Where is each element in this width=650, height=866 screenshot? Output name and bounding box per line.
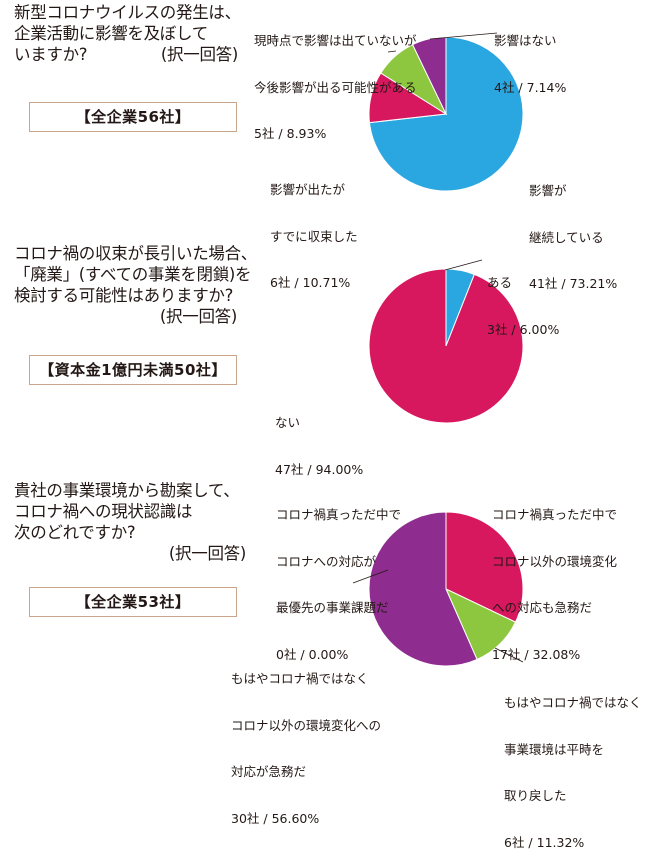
question-2-line-3: 検討する可能性はありますか? [14, 286, 234, 305]
scope-badge-3: 【全企業53社】 [29, 587, 237, 617]
slice-label-1-3: 現時点で影響は出ていないが 今後影響が出る可能性がある 5社 / 8.93% [254, 2, 417, 157]
label-text: への対応も急務だ [492, 600, 593, 615]
slice-label-1-2: 影響が出たが すでに収束した 6社 / 10.71% [270, 151, 358, 306]
label-text: コロナ以外の環境変化 [492, 553, 618, 569]
label-text: コロナ禍真っただ中で [492, 507, 618, 522]
question-3-line-3: 次のどれですか? [14, 523, 136, 542]
question-1-line-2: 企業活動に影響を及ぼして [14, 24, 208, 43]
pie-chart-3 [368, 511, 524, 667]
label-text: もはやコロナ禍ではなく [504, 695, 642, 710]
label-text: すでに収束した [270, 228, 358, 244]
label-text: 47社 / 94.00% [275, 461, 364, 477]
label-text: 継続している [529, 229, 604, 245]
slice-label-1-4: 影響はない 4社 / 7.14% [494, 2, 566, 111]
question-2-line-1: コロナ禍の収束が長引いた場合、 [14, 244, 258, 263]
label-text: 3社 / 6.00% [487, 321, 560, 337]
slice-label-3-2: コロナ禍真っただ中で コロナ以外の環境変化 への対応も急務だ 17社 / 32.… [492, 476, 617, 678]
label-text: 0社 / 0.00% [276, 646, 349, 662]
question-2: コロナ禍の収束が長引いた場合、 「廃業」(すべての事業を閉鎖)を 検討する可能性… [14, 243, 258, 326]
question-3-line-2: コロナ禍への現状認識は [14, 502, 193, 521]
question-3-line-1: 貴社の事業環境から勘案して、 [14, 481, 240, 500]
label-text: ある [487, 275, 513, 290]
label-text: 今後影響が出る可能性がある [254, 79, 417, 95]
label-text: 取り戻した [504, 788, 567, 803]
question-1-line-1: 新型コロナウイルスの発生は、 [14, 3, 241, 22]
label-text: 41社 / 73.21% [529, 276, 618, 291]
scope-badge-2: 【資本金1億円未満50社】 [29, 355, 237, 385]
label-text: 影響が [529, 183, 567, 198]
label-text: 17社 / 32.08% [492, 646, 581, 662]
label-text: 事業環境は平時を [504, 741, 605, 757]
label-text: もはやコロナ禍ではなく [231, 671, 369, 686]
answer-type-note: (択一回答) [159, 307, 237, 326]
answer-type-note: (択一回答) [168, 544, 246, 563]
pie-slice-2 [445, 511, 524, 623]
pie-slice-2 [368, 268, 524, 424]
label-text: 対応が急務だ [231, 764, 307, 779]
question-1-line-3: いますか? [14, 45, 88, 64]
label-text: 影響はない [494, 33, 557, 48]
label-text: 6社 / 11.32% [504, 834, 585, 850]
slice-label-1-1: 影響が 継続している 41社 / 73.21% [529, 152, 617, 307]
label-text: ない [275, 415, 301, 430]
slice-label-3-4: もはやコロナ禍ではなく コロナ以外の環境変化への 対応が急務だ 30社 / 56… [231, 640, 381, 842]
slice-label-2-2: ない 47社 / 94.00% [275, 384, 363, 493]
label-text: 影響が出たが [270, 182, 346, 197]
label-text: 最優先の事業課題だ [276, 600, 389, 615]
label-text: 現時点で影響は出ていないが [254, 33, 417, 48]
slice-label-3-1: コロナ禍真っただ中で コロナへの対応が 最優先の事業課題だ 0社 / 0.00% [276, 476, 401, 678]
label-text: 5社 / 8.93% [254, 126, 327, 141]
pie-chart-2 [368, 268, 524, 424]
pie-chart-1 [368, 36, 524, 192]
label-text: コロナ以外の環境変化への [231, 717, 382, 733]
label-text: コロナへの対応が [276, 553, 377, 569]
pie-slice-4 [368, 511, 478, 667]
label-text: 30社 / 56.60% [231, 810, 320, 826]
label-text: 4社 / 7.14% [494, 79, 567, 95]
scope-badge-1: 【全企業56社】 [29, 102, 237, 132]
slice-label-2-1: ある 3社 / 6.00% [487, 244, 559, 353]
question-1: 新型コロナウイルスの発生は、 企業活動に影響を及ぼして いますか? (択一回答) [14, 2, 241, 65]
question-3: 貴社の事業環境から勘案して、 コロナ禍への現状認識は 次のどれですか? (択一回… [14, 480, 246, 563]
label-text: 6社 / 10.71% [270, 275, 351, 290]
slice-label-3-3: もはやコロナ禍ではなく 事業環境は平時を 取り戻した 6社 / 11.32% [504, 664, 642, 866]
answer-type-note: (択一回答) [160, 45, 238, 64]
question-2-line-2: 「廃業」(すべての事業を閉鎖)を [14, 265, 252, 284]
label-text: コロナ禍真っただ中で [276, 507, 402, 522]
